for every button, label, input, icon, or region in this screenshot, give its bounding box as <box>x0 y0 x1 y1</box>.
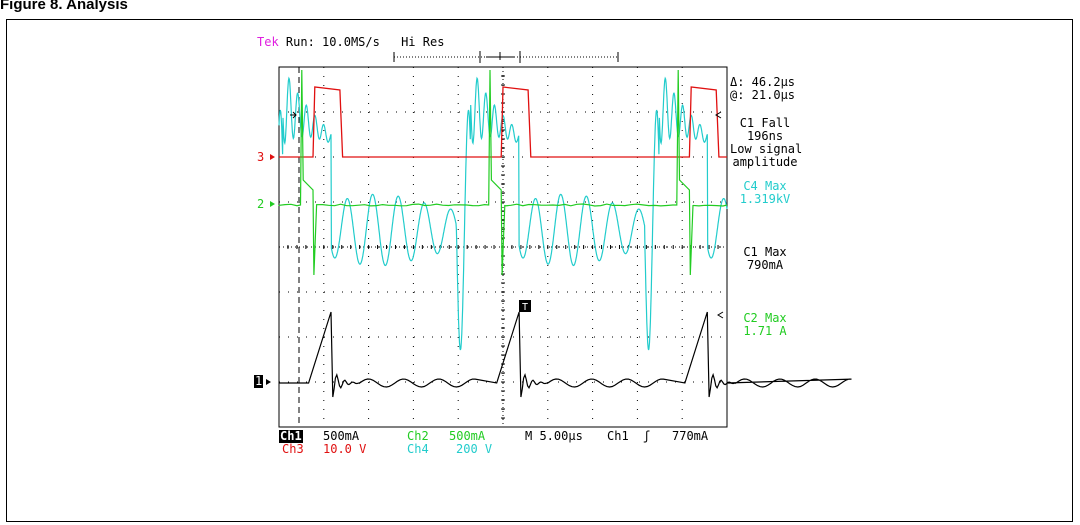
cursor-position: @: 21.0µs <box>730 89 795 102</box>
trigger-marker-label: T <box>522 302 528 313</box>
trigger-slope-icon: ʃ <box>643 430 650 443</box>
meas3-value: 790mA <box>730 259 800 272</box>
record-bar <box>394 51 618 63</box>
timebase: M 5.00µs <box>525 430 583 443</box>
trigger-level: 770mA <box>672 430 708 443</box>
ch2-marker-label: 2 <box>257 198 264 211</box>
ch3-marker-label: 3 <box>257 151 264 164</box>
ch1-marker-label: 1 <box>254 375 263 388</box>
meas1-note-line2: amplitude <box>730 156 800 169</box>
ch1-level-marker <box>266 379 271 385</box>
ch2-arrow-right <box>718 312 723 318</box>
meas4-value: 1.71 A <box>730 325 800 338</box>
ch2-level-marker <box>270 201 275 207</box>
ch3-label: Ch3 <box>282 443 304 456</box>
ch3-level-marker <box>270 154 275 160</box>
ch4-label: Ch4 <box>407 443 429 456</box>
ch3-scale: 10.0 V <box>323 443 366 456</box>
ch4-scale: 200 V <box>456 443 492 456</box>
meas2-value: 1.319kV <box>730 193 800 206</box>
trigger-source: Ch1 <box>607 430 629 443</box>
